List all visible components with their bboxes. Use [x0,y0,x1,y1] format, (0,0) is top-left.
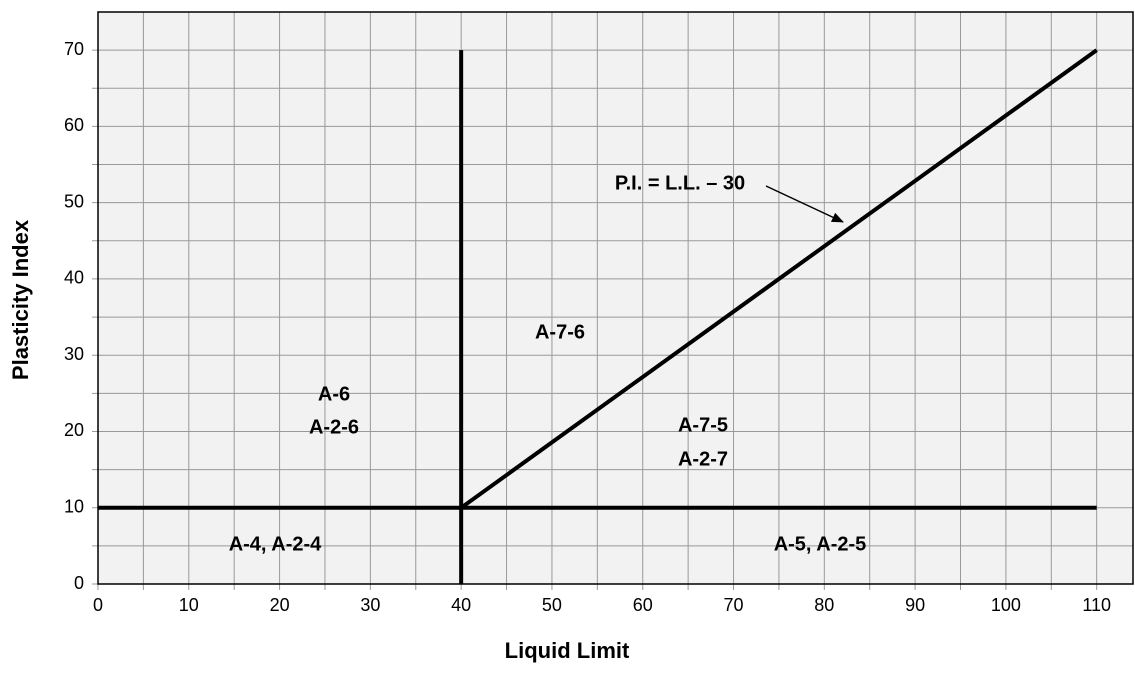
y-tick-label: 30 [64,344,84,364]
plot-area [98,12,1133,584]
x-tick-label: 100 [991,595,1021,615]
x-tick-label: 80 [814,595,834,615]
plot-border [97,11,1134,585]
x-tick-label: 50 [542,595,562,615]
y-axis-title: Plasticity Index [8,219,33,380]
annotation: A-5, A-2-5 [774,533,867,555]
y-tick-label: 70 [64,39,84,59]
y-tick-label: 20 [64,420,84,440]
annotation: A-7-6 [535,321,585,343]
y-tick-label: 50 [64,191,84,211]
x-tick-label: 30 [360,595,380,615]
boundary-line [459,48,1098,510]
x-tick-label: 20 [270,595,290,615]
annotation: A-2-7 [678,448,728,470]
x-tick-label: 10 [179,595,199,615]
x-tick-label: 60 [633,595,653,615]
y-tick-label: 40 [64,268,84,288]
annotation-arrow [765,185,844,223]
y-tick-label: 0 [74,573,84,593]
lines [98,48,1098,584]
x-tick-label: 110 [1082,595,1111,615]
x-tick-label: 70 [724,595,744,615]
labels: Liquid Limit Plasticity Index 0 10 20 30 40 5… [8,39,1111,663]
y-tick-label: 10 [64,496,84,516]
annotation: A-6 [318,383,350,405]
annotation: A-2-6 [309,416,359,438]
annotation: P.I. = L.L. – 30 [615,172,745,194]
x-tick-label: 0 [93,595,103,615]
y-tick-label: 60 [64,115,84,135]
annotation: A-4, A-2-4 [229,533,322,555]
grid [92,11,1134,590]
annotation: A-7-5 [678,414,728,436]
x-tick-label: 90 [905,595,925,615]
x-axis-title: Liquid Limit [505,638,630,663]
x-tick-label: 40 [451,595,471,615]
